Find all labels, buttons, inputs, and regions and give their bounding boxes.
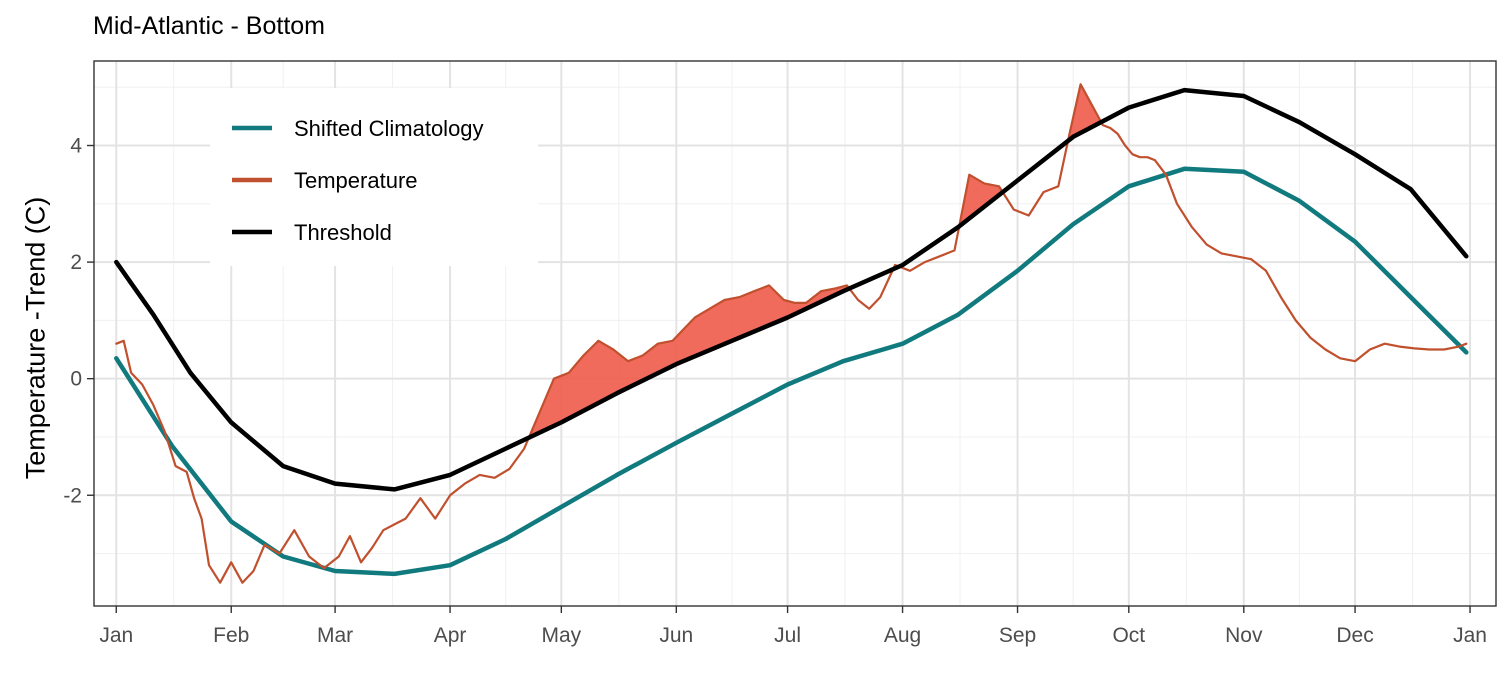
- chart-title: Mid-Atlantic - Bottom: [93, 12, 326, 40]
- x-tick-label: Sep: [999, 624, 1036, 647]
- y-tick-label: 0: [70, 368, 82, 391]
- legend-label: Shifted Climatology: [294, 116, 484, 141]
- minor-grid: [94, 61, 1496, 606]
- x-tick-label: Nov: [1225, 624, 1263, 647]
- x-tick-label: Oct: [1112, 624, 1145, 647]
- x-tick-label: Jun: [659, 624, 693, 647]
- series-line-shifted-climatology: [114, 166, 1469, 577]
- x-tick-label: Mar: [317, 624, 353, 647]
- series-line-temperature: [115, 83, 1468, 584]
- x-tick-label: Dec: [1336, 624, 1373, 647]
- x-tick-label: Aug: [884, 624, 921, 647]
- y-tick-label: -2: [63, 484, 82, 507]
- legend-label: Temperature: [294, 168, 418, 193]
- y-tick-label: 4: [70, 135, 82, 158]
- x-tick-label: Apr: [434, 624, 467, 647]
- series-line-threshold: [114, 87, 1469, 492]
- x-tick-label: Feb: [213, 624, 249, 647]
- series-lines: [114, 83, 1469, 584]
- legend-box: [210, 88, 538, 266]
- x-tick-label: Jan: [1453, 624, 1487, 647]
- x-tick-label: Jul: [774, 624, 801, 647]
- axes: Jan Feb Mar Apr May Jun Jul Aug Sep Oct Nov Dec Jan -…: [63, 135, 1487, 647]
- legend: Shifted Climatology Temperature Threshold: [210, 88, 538, 266]
- x-tick-label: Jan: [99, 624, 133, 647]
- x-tick-label: May: [541, 624, 581, 647]
- y-tick-label: 2: [70, 251, 82, 274]
- heatwave-area: [960, 174, 1002, 226]
- legend-label: Threshold: [294, 220, 392, 245]
- plot-border: [93, 60, 1497, 607]
